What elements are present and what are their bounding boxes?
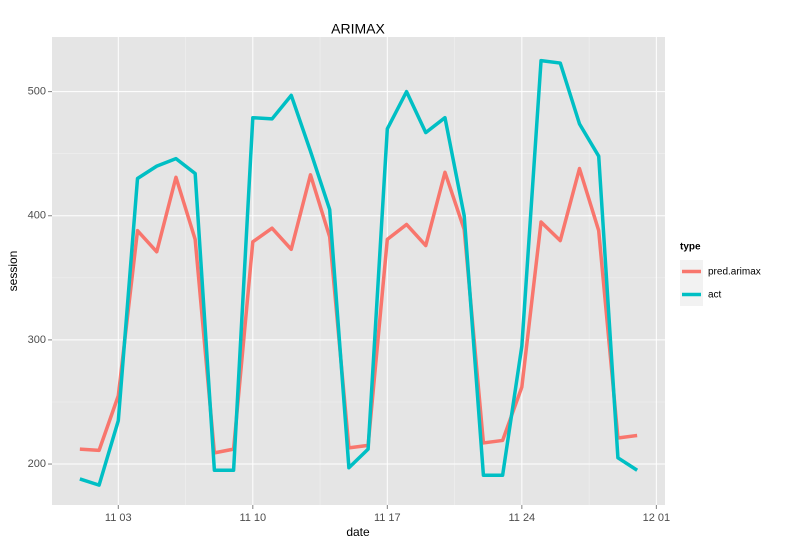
x-tick-label: 11 10 bbox=[239, 512, 266, 524]
y-tick-label: 500 bbox=[28, 86, 46, 98]
chart-title: ARIMAX bbox=[331, 21, 385, 37]
x-tick-label: 11 17 bbox=[374, 512, 401, 524]
series-line bbox=[79, 166, 638, 455]
plot-panel bbox=[52, 37, 665, 505]
series-line bbox=[79, 58, 639, 487]
y-axis-title: session bbox=[6, 251, 20, 292]
x-tick-label: 11 03 bbox=[105, 512, 132, 524]
y-tick-label: 300 bbox=[28, 334, 46, 346]
y-tick-label: 200 bbox=[28, 458, 46, 470]
x-tick-label: 12 01 bbox=[643, 512, 671, 524]
legend-title: type bbox=[680, 242, 701, 253]
x-axis-title: date bbox=[346, 525, 370, 539]
x-tick-label: 11 24 bbox=[508, 512, 535, 524]
legend-label: pred.arimax bbox=[708, 267, 761, 278]
legend-label: act bbox=[708, 290, 722, 301]
y-tick-label: 400 bbox=[28, 210, 46, 222]
